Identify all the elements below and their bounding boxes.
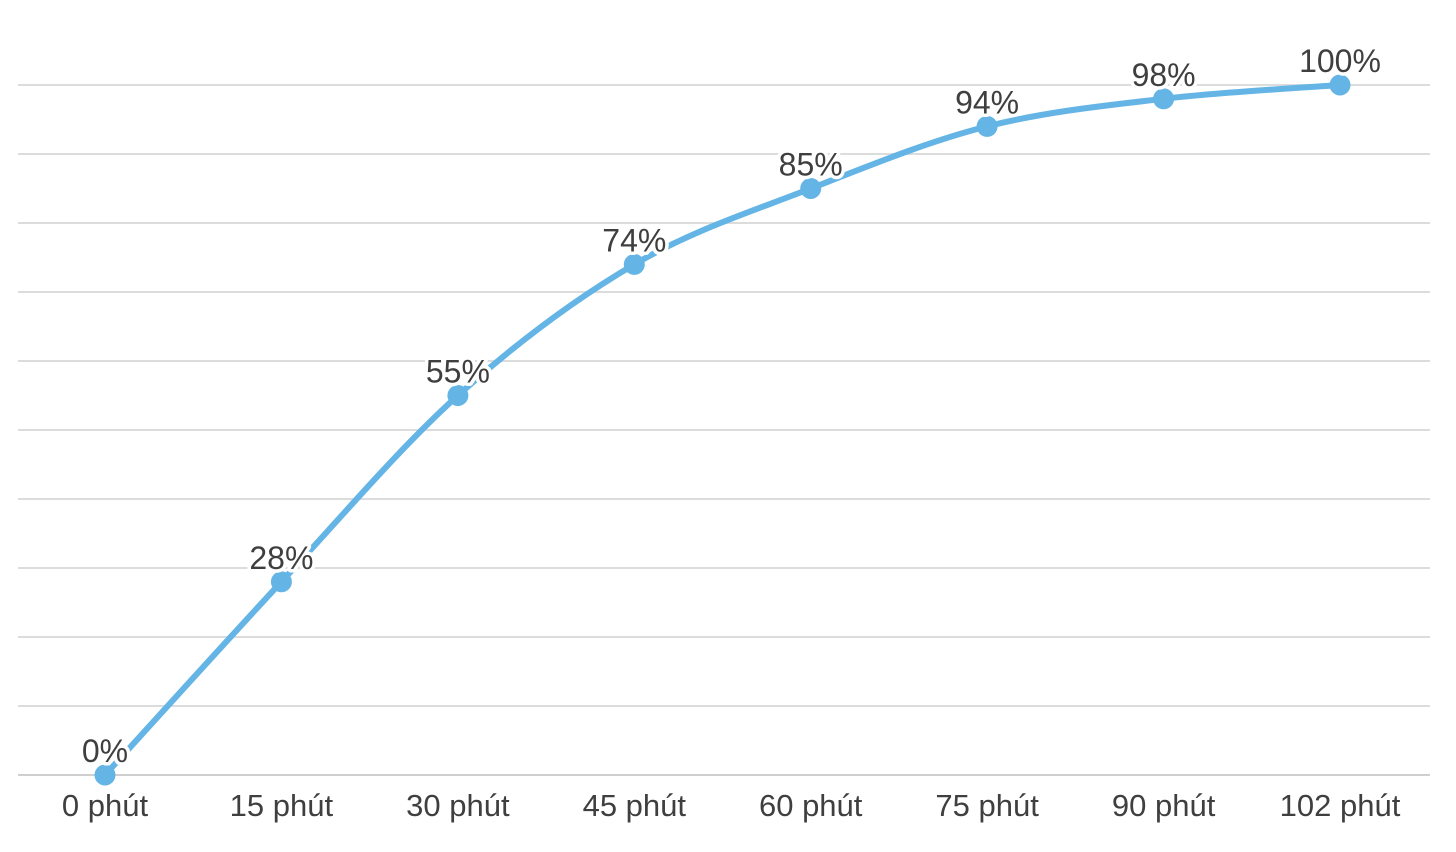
data-point-0[interactable] xyxy=(94,764,116,786)
x-axis-tick-label: 75 phút xyxy=(935,788,1039,823)
point-value-label: 28% xyxy=(249,540,313,576)
point-value-label: 98% xyxy=(1132,57,1196,93)
data-point-2[interactable] xyxy=(447,385,469,406)
point-value-label: 0% xyxy=(82,733,128,769)
data-point-3[interactable] xyxy=(623,253,645,275)
point-value-label: 85% xyxy=(779,147,843,183)
data-point-6[interactable] xyxy=(1153,88,1175,110)
x-axis-tick-label: 30 phút xyxy=(406,788,510,823)
point-value-label: 74% xyxy=(602,222,666,258)
data-point-4[interactable] xyxy=(800,178,822,199)
point-value-label: 94% xyxy=(955,84,1019,120)
x-axis-tick-label: 60 phút xyxy=(759,788,863,823)
point-value-label: 55% xyxy=(426,354,490,390)
x-axis-tick-label: 102 phút xyxy=(1280,788,1401,823)
x-axis-tick-label: 45 phút xyxy=(583,788,687,823)
x-axis-tick-label: 90 phút xyxy=(1112,788,1216,823)
x-axis-tick-label: 15 phút xyxy=(230,788,334,823)
x-axis-tick-label: 0 phút xyxy=(62,788,149,823)
data-point-5[interactable] xyxy=(976,115,998,137)
point-value-label: 100% xyxy=(1299,43,1381,79)
data-point-7[interactable] xyxy=(1329,74,1351,96)
data-point-1[interactable] xyxy=(270,571,292,593)
